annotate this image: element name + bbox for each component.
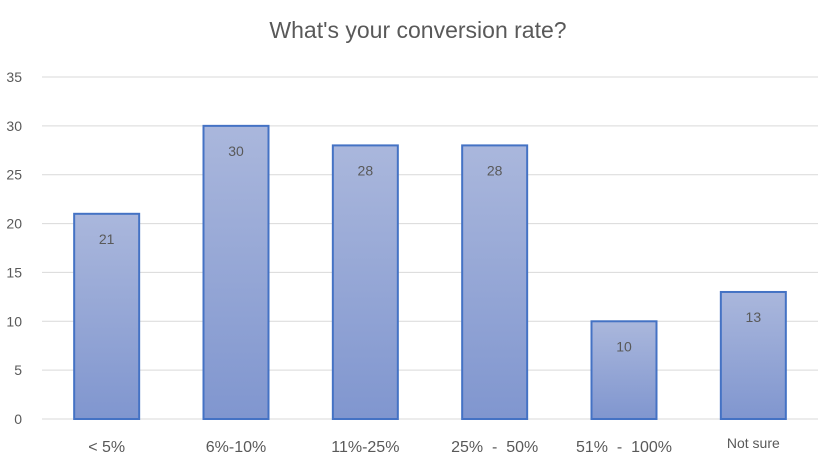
y-tick-label: 35	[6, 69, 22, 85]
bar	[590, 320, 658, 420]
data-label: 28	[487, 162, 503, 178]
x-axis-ticks: < 5% 6%-10% 11%-25% 25% - 50% 51% - 100% Not …	[88, 435, 780, 456]
bar	[73, 212, 141, 420]
bar	[461, 144, 529, 420]
bar	[331, 144, 399, 420]
data-label: 21	[99, 231, 115, 247]
y-tick-label: 20	[6, 216, 22, 232]
y-tick-label: 25	[6, 167, 22, 183]
data-labels: 21 30 28 28 10 13	[99, 143, 761, 354]
bar	[202, 124, 270, 420]
x-tick-label: 51% - 100%	[576, 439, 672, 456]
x-tick-label: 25% - 50%	[451, 439, 538, 456]
y-axis-ticks: 0 5 10 15 20 25 30 35	[6, 69, 22, 427]
y-tick-label: 15	[6, 264, 22, 280]
chart-title: What's your conversion rate?	[269, 17, 566, 43]
data-label: 13	[746, 309, 762, 325]
y-tick-label: 10	[6, 313, 22, 329]
x-tick-label: < 5%	[88, 439, 125, 456]
bars	[73, 124, 787, 421]
x-tick-label: 6%-10%	[206, 439, 266, 456]
bar	[719, 290, 787, 421]
y-tick-label: 30	[6, 118, 22, 134]
y-tick-label: 0	[14, 411, 22, 427]
data-label: 28	[358, 162, 374, 178]
y-tick-label: 5	[14, 362, 22, 378]
gridlines	[42, 76, 818, 420]
x-tick-label: Not sure	[727, 435, 780, 451]
x-tick-label: 11%-25%	[331, 439, 399, 456]
data-label: 30	[228, 143, 244, 159]
data-label: 10	[616, 338, 632, 354]
